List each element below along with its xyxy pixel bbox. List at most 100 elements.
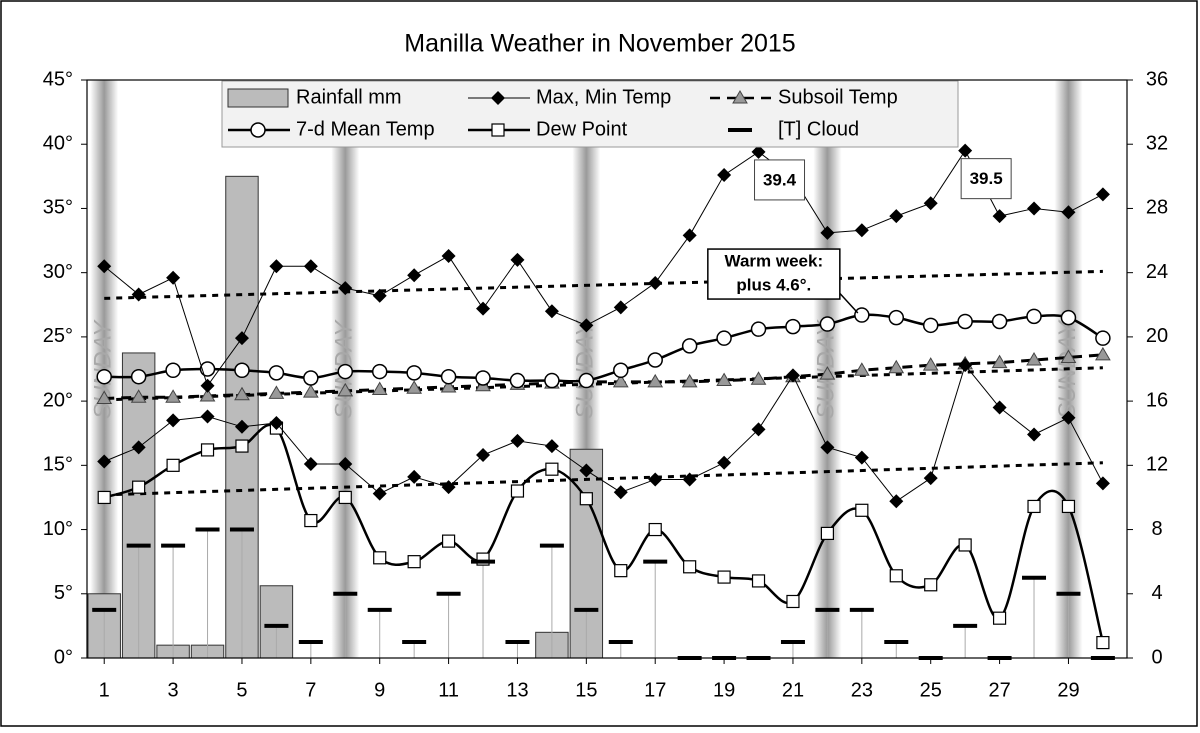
- y-tick-label: 25°: [43, 325, 73, 347]
- marker-diamond: [854, 223, 869, 238]
- marker-triangle: [96, 390, 113, 405]
- legend-symbol: [710, 90, 772, 104]
- marker-triangle: [440, 378, 457, 393]
- marker-square: [992, 611, 1007, 625]
- marker-square: [1061, 499, 1076, 514]
- marker-circle: [991, 313, 1008, 330]
- marker-diamond: [1061, 410, 1076, 425]
- marker-square: [751, 574, 766, 588]
- marker-diamond: [97, 259, 112, 274]
- marker-diamond: [785, 368, 800, 383]
- series-line: [103, 149, 1104, 387]
- marker-diamond: [717, 168, 732, 183]
- legend-label: Rainfall mm: [296, 86, 402, 108]
- marker-diamond: [682, 472, 697, 487]
- marker-circle: [303, 370, 319, 386]
- marker-circle: [544, 372, 560, 389]
- marker-triangle: [922, 357, 939, 371]
- x-tick-label: 21: [782, 679, 804, 701]
- legend-label: Subsoil Temp: [778, 86, 898, 108]
- marker-diamond: [338, 457, 353, 472]
- marker-diamond: [510, 433, 525, 448]
- x-tick-label: 9: [374, 679, 385, 701]
- trend-line: [104, 366, 1103, 402]
- marker-square: [717, 570, 731, 584]
- marker-circle: [268, 365, 285, 381]
- sunday-label: SUNDAY: [572, 319, 599, 419]
- marker-diamond: [717, 455, 732, 470]
- marker-diamond: [579, 463, 594, 478]
- marker-diamond: [1061, 205, 1076, 220]
- marker-triangle: [1095, 346, 1111, 361]
- marker-diamond: [579, 318, 594, 333]
- marker-diamond: [372, 486, 387, 501]
- marker-diamond: [923, 471, 938, 486]
- marker-circle: [475, 370, 491, 386]
- marker-square: [510, 484, 525, 498]
- marker-circle: [199, 361, 216, 377]
- marker-circle: [337, 363, 354, 380]
- marker-diamond: [923, 196, 938, 211]
- marker-triangle: [371, 381, 388, 396]
- marker-diamond: [200, 409, 215, 424]
- marker-square: [166, 458, 180, 472]
- marker-square: [1096, 635, 1110, 650]
- marker-diamond: [166, 270, 181, 285]
- legend-symbol: [228, 122, 290, 138]
- marker-circle: [406, 365, 422, 381]
- marker-circle: [922, 317, 939, 334]
- y-tick-label: 15°: [43, 454, 73, 476]
- marker-square: [579, 492, 593, 506]
- marker-square: [132, 480, 146, 494]
- marker-diamond: [992, 209, 1007, 224]
- legend-box: [221, 80, 959, 148]
- max-label: 39.4: [763, 170, 797, 189]
- marker-square: [855, 503, 869, 517]
- marker-square: [958, 538, 972, 552]
- y2-tick-label: 20: [1146, 325, 1168, 347]
- marker-triangle: [268, 385, 285, 399]
- marker-triangle: [234, 386, 250, 401]
- marker-triangle: [991, 354, 1008, 369]
- y2-tick-label: 16: [1146, 389, 1168, 411]
- marker-diamond: [751, 422, 766, 437]
- marker-circle: [509, 372, 526, 389]
- series-line: [104, 353, 1104, 401]
- marker-diamond: [97, 454, 112, 469]
- marker-diamond: [820, 225, 835, 240]
- marker-diamond: [303, 259, 318, 274]
- y-tick-label: 40°: [43, 133, 73, 155]
- marker-triangle: [853, 362, 870, 376]
- chart-title: Manilla Weather in November 2015: [404, 30, 795, 58]
- marker-circle: [750, 321, 767, 337]
- marker-square: [441, 534, 456, 548]
- marker-diamond: [544, 304, 559, 319]
- marker-triangle: [612, 373, 629, 388]
- marker-circle: [130, 368, 147, 385]
- y2-tick-label: 4: [1151, 582, 1162, 604]
- callout-text: plus 4.6°.: [736, 276, 811, 295]
- marker-square: [614, 564, 628, 578]
- marker-diamond: [544, 439, 559, 454]
- marker-diamond: [476, 448, 491, 463]
- marker-triangle: [1060, 349, 1077, 363]
- marker-diamond: [269, 415, 284, 430]
- marker-diamond: [889, 209, 904, 224]
- y2-tick-label: 12: [1146, 454, 1168, 476]
- marker-square: [924, 578, 938, 592]
- marker-triangle: [302, 384, 319, 398]
- trend-line: [104, 461, 1103, 497]
- marker-triangle: [819, 366, 836, 380]
- marker-square: [338, 490, 352, 505]
- marker-diamond: [338, 281, 353, 296]
- marker-square: [304, 513, 318, 528]
- marker-triangle: [406, 380, 423, 394]
- y-tick-label: 30°: [43, 261, 73, 283]
- x-tick-label: 25: [920, 679, 942, 701]
- y2-tick-label: 0: [1151, 646, 1162, 668]
- marker-circle: [250, 122, 266, 138]
- marker-diamond: [1095, 187, 1110, 202]
- legend-symbol: [468, 91, 530, 105]
- y2-tick-label: 32: [1146, 133, 1168, 155]
- marker-diamond: [751, 144, 766, 159]
